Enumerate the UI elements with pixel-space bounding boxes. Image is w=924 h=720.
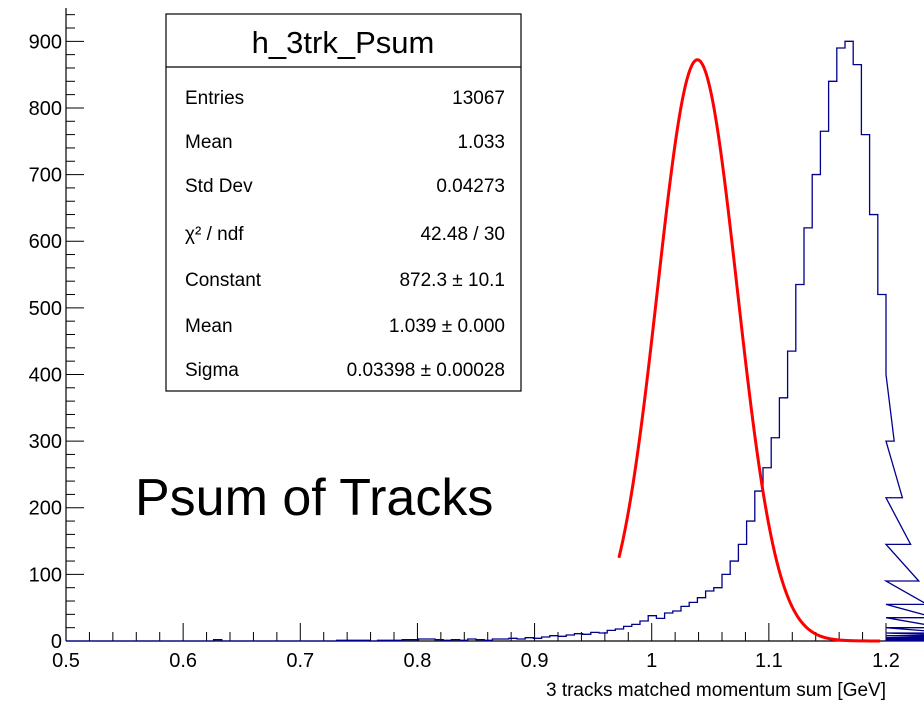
stats-row-value: 13067: [452, 88, 505, 109]
stats-row-label: Sigma: [185, 360, 239, 381]
stats-row-label: Mean: [185, 316, 233, 337]
y-tick-label: 700: [29, 165, 62, 187]
x-tick-label: 0.9: [521, 650, 549, 672]
y-tick-label: 800: [29, 98, 62, 120]
stats-row-value: 42.48 / 30: [420, 224, 505, 245]
stats-row-label: Entries: [185, 88, 244, 109]
histogram-series: [66, 40, 924, 642]
y-tick-label: 600: [29, 231, 62, 253]
stats-box: h_3trk_Psum Entries 13067 Mean 1.033 Std Dev…: [165, 13, 522, 392]
x-tick-label: 1.2: [872, 650, 900, 672]
fit-series: [617, 58, 881, 643]
y-tick-label: 400: [29, 364, 62, 386]
stats-row-label: Std Dev: [185, 176, 253, 197]
stats-row-value: 872.3 ± 10.1: [399, 270, 505, 291]
axes: 0.5 0.6 0.7 0.8 0.9 1 1.1 1.2 0 100 200 300 400 500 60…: [29, 8, 900, 672]
histogram-step-line: [66, 40, 924, 642]
stats-row-value: 1.033: [457, 132, 505, 153]
stats-row-label: χ² / ndf: [185, 224, 244, 245]
gaussian-fit-curve: [617, 58, 881, 643]
stats-row-value: 1.039 ± 0.000: [389, 316, 505, 337]
y-tick-label: 300: [29, 431, 62, 453]
stats-box-frame: [165, 13, 522, 392]
stats-row-label: Constant: [185, 270, 262, 291]
stats-row-value: 0.04273: [436, 176, 505, 197]
x-tick-label: 0.8: [404, 650, 432, 672]
x-tick-label: 0.6: [169, 650, 197, 672]
stats-row-label: Mean: [185, 132, 233, 153]
stats-box-rows: Entries 13067 Mean 1.033 Std Dev 0.04273 χ² / …: [185, 88, 505, 381]
chart-annotation: Psum of Tracks: [135, 469, 493, 527]
x-tick-label: 1: [646, 650, 657, 672]
y-tick-label: 200: [29, 498, 62, 520]
x-tick-label: 1.1: [755, 650, 783, 672]
y-tick-label: 100: [29, 564, 62, 586]
y-tick-label: 500: [29, 298, 62, 320]
x-tick-label: 0.5: [52, 650, 80, 672]
x-tick-label: 0.7: [286, 650, 314, 672]
x-axis-title: 3 tracks matched momentum sum [GeV]: [546, 680, 886, 701]
y-tick-label: 900: [29, 31, 62, 53]
stats-row-value: 0.03398 ± 0.00028: [347, 360, 505, 381]
y-tick-label: 0: [51, 631, 62, 653]
stats-box-title: h_3trk_Psum: [252, 25, 435, 60]
